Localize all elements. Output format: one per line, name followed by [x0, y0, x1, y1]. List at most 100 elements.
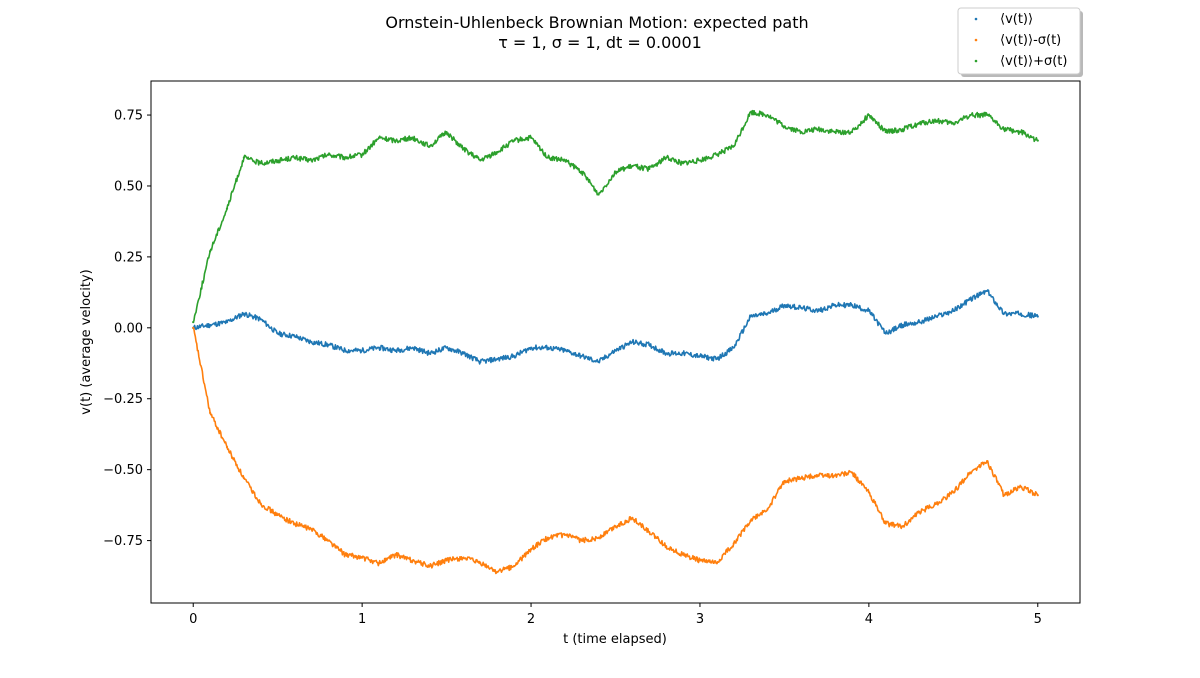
series-1-point — [445, 559, 448, 562]
series-0-point — [293, 335, 296, 338]
series-1-point — [749, 519, 752, 522]
series-1-point — [986, 460, 989, 463]
series-0-point — [327, 343, 330, 346]
series-1-point — [648, 530, 651, 534]
series-1-point — [681, 553, 685, 556]
series-0-point — [850, 304, 854, 307]
y-tick-label: 0.50 — [114, 179, 143, 194]
series-0-point — [833, 304, 837, 307]
series-1-point — [209, 411, 212, 415]
series-0-point — [411, 346, 414, 349]
series-2-point — [496, 150, 499, 154]
y-axis: −0.75 −0.50 −0.25 0.00 0.25 0.50 0.75 — [103, 109, 151, 549]
series-2-point — [327, 153, 330, 156]
series-0-point — [546, 346, 550, 349]
legend-marker — [974, 59, 978, 63]
series-1-point — [935, 502, 938, 505]
series-0-point — [918, 321, 921, 324]
x-tick-label: 3 — [696, 612, 704, 627]
series-1-point — [276, 513, 279, 517]
series-0-point — [698, 355, 702, 358]
series-2-point — [513, 139, 516, 142]
series-0-point — [513, 355, 516, 358]
series-2-point — [209, 250, 212, 253]
legend: ⟨v(t)⟩ ⟨v(t)⟩-σ(t) ⟨v(t)⟩+σ(t) — [957, 7, 1083, 77]
series-0-point — [394, 349, 398, 352]
series-1-point — [817, 474, 820, 477]
series-2-point — [445, 130, 448, 134]
series-2-point — [749, 111, 752, 114]
series-1-point — [1002, 494, 1006, 497]
series-1-point — [715, 562, 718, 565]
y-tick-label: 0.75 — [114, 109, 143, 124]
legend-label: ⟨v(t)⟩-σ(t) — [1000, 33, 1061, 48]
series-2-point — [665, 156, 668, 159]
series-1-point — [952, 491, 955, 494]
series-2-point — [800, 130, 803, 134]
series-0-point — [631, 340, 634, 344]
series-2-point — [986, 113, 989, 117]
y-axis-label: v(t) (average velocity) — [79, 269, 94, 414]
series-1 — [192, 326, 1039, 575]
series-1-point — [479, 562, 482, 565]
series-2-point — [715, 153, 718, 156]
series-2-point — [681, 162, 685, 165]
series-2-point — [344, 156, 347, 159]
legend-label: ⟨v(t)⟩ — [1000, 12, 1033, 27]
series-1-point — [462, 556, 465, 559]
series-2-point — [411, 136, 414, 139]
series-0-point — [428, 352, 431, 355]
y-tick-label: 0.00 — [114, 321, 143, 336]
series-2-point — [276, 159, 279, 162]
series-0-point — [681, 352, 685, 355]
x-tick-label: 4 — [865, 612, 873, 627]
series-2-point — [698, 159, 702, 162]
x-tick-label: 0 — [189, 612, 197, 627]
series-2-point — [597, 193, 600, 196]
series-1-point — [310, 528, 313, 531]
series-1-point — [597, 536, 600, 539]
series-0-point — [496, 357, 499, 361]
series-2-point — [648, 167, 651, 171]
series-0-point — [209, 323, 212, 327]
legend-label: ⟨v(t)⟩+σ(t) — [1000, 54, 1067, 69]
series-2-point — [918, 122, 921, 125]
series-1-point — [344, 553, 347, 556]
y-tick-label: 0.25 — [114, 250, 143, 265]
series-2-point — [614, 170, 617, 173]
series-0-point — [800, 306, 803, 310]
series-2-point — [766, 113, 769, 117]
series-0-point — [597, 360, 600, 363]
series-2 — [192, 109, 1039, 324]
y-tick-label: −0.75 — [103, 534, 143, 549]
series-0-point — [648, 343, 651, 346]
series-1-point — [884, 522, 887, 525]
series-0-point — [952, 309, 955, 312]
series-1-point — [242, 477, 245, 480]
series-2-point — [1019, 130, 1022, 134]
series-1-point — [1019, 485, 1022, 488]
series-2-point — [833, 130, 837, 134]
series-0-point — [310, 340, 313, 344]
series-2-point — [952, 122, 955, 125]
series-1-point — [698, 559, 702, 562]
series-2-point — [242, 156, 245, 159]
x-tick-label: 1 — [358, 612, 366, 627]
series-1-point — [394, 553, 398, 556]
series-0-point — [276, 332, 279, 335]
series-2-point — [225, 207, 229, 210]
y-tick-label: −0.25 — [103, 392, 143, 407]
series-0-point — [783, 304, 786, 307]
legend-marker — [974, 17, 978, 21]
series-2-point — [529, 136, 533, 139]
series-1-point — [631, 516, 634, 519]
series-1-point — [529, 548, 533, 551]
series-1-point — [867, 491, 870, 494]
y-tick-label: −0.50 — [103, 463, 143, 478]
series-0-point — [715, 357, 718, 361]
series-2-point — [901, 128, 904, 131]
series-0-point — [614, 349, 617, 352]
series-1-point — [259, 502, 262, 505]
series-2-point — [783, 125, 786, 128]
series-0-point — [901, 323, 904, 327]
